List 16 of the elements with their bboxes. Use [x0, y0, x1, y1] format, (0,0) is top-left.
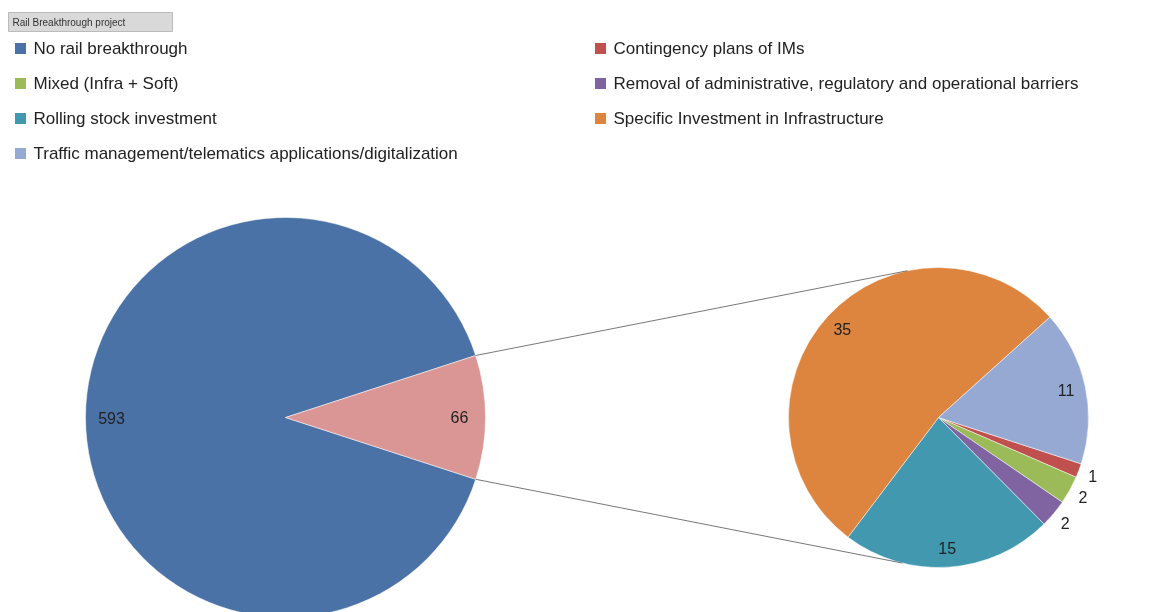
data-label: 35: [833, 321, 852, 339]
legend-label: Rolling stock investment: [33, 109, 218, 128]
chart-title: Rail Breakthrough project: [12, 16, 126, 28]
legend-label: Removal of administrative, regulatory and operational barriers: [613, 74, 1079, 93]
legend-label: Contingency plans of IMs: [613, 39, 805, 58]
data-label: 11: [1057, 382, 1075, 400]
legend-label: Specific Investment in Infrastructure: [613, 109, 884, 128]
data-label: 66: [450, 409, 469, 427]
data-label: 2: [1078, 489, 1088, 507]
data-label: 15: [938, 539, 957, 557]
legend-label: No rail breakthrough: [33, 39, 188, 58]
data-label: 593: [98, 409, 125, 427]
data-label: 1: [1088, 467, 1098, 485]
legend-label: Mixed (Infra + Soft): [33, 74, 179, 93]
data-label: 2: [1060, 515, 1070, 533]
legend-label: Traffic management/telematics applications/digitalization: [33, 144, 458, 163]
